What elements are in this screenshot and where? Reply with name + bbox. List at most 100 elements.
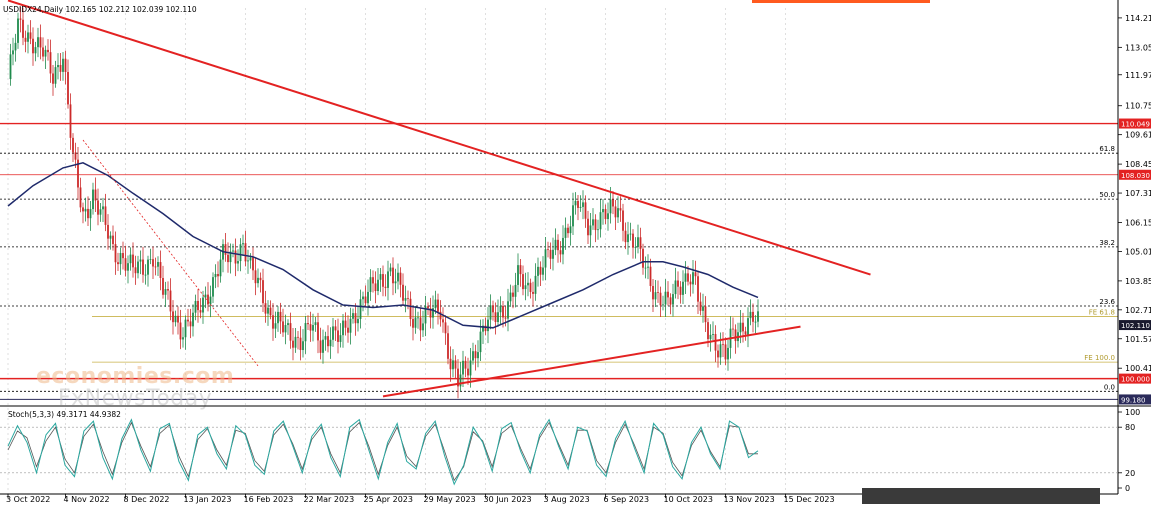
- candle-body: [382, 274, 384, 287]
- candle-body: [107, 224, 109, 239]
- candle-body: [489, 305, 492, 320]
- trendlines: [7, 0, 871, 398]
- candle-body: [334, 326, 337, 331]
- price-tick-label: 111.970: [1125, 71, 1151, 80]
- candle-body: [142, 259, 144, 275]
- candle-body: [114, 244, 117, 263]
- candle-body: [49, 52, 52, 74]
- candle-body: [14, 42, 17, 51]
- candle-body: [629, 233, 632, 235]
- candle-body: [644, 267, 647, 269]
- level-price-label: 108.030: [1121, 172, 1150, 180]
- candle-body: [559, 250, 562, 255]
- candle-body: [192, 312, 194, 327]
- candle-body: [627, 234, 629, 243]
- candle-body: [422, 323, 424, 331]
- price-axis: 114.210 113.050 111.970 110.750 109.610 108.4…: [1118, 14, 1151, 373]
- candle-body: [104, 206, 107, 225]
- candle-body: [592, 219, 594, 226]
- candle-body: [22, 19, 24, 38]
- candle-body: [404, 298, 407, 301]
- fib-level-label: 38.2: [1099, 239, 1115, 247]
- candle-body: [84, 208, 87, 212]
- candle-body: [449, 358, 452, 370]
- candle-body: [447, 333, 449, 359]
- stoch-tick-label: 80: [1125, 423, 1135, 432]
- candle-body: [459, 374, 462, 387]
- candle-body: [414, 317, 417, 328]
- candle-body: [54, 67, 57, 84]
- candle-body: [317, 322, 319, 341]
- level-price-label: 99.180: [1121, 396, 1146, 404]
- candle-body: [397, 272, 399, 282]
- time-tick-label: 13 Jan 2023: [184, 495, 232, 504]
- candle-body: [229, 251, 232, 263]
- candle-body: [212, 277, 214, 297]
- candle-body: [717, 350, 719, 358]
- candle-body: [599, 212, 602, 230]
- price-tick-label: 105.010: [1125, 247, 1151, 256]
- fib-level-label: 61.8: [1099, 145, 1115, 153]
- time-tick-label: 25 Apr 2023: [364, 495, 413, 504]
- candle-body: [24, 37, 27, 42]
- candle-body: [64, 58, 67, 73]
- candle-body: [314, 322, 317, 326]
- candle-body: [29, 32, 32, 39]
- candle-body: [214, 274, 217, 278]
- candle-body: [297, 336, 299, 338]
- candle-body: [117, 262, 119, 265]
- candle-body: [617, 208, 619, 218]
- stochastic-title: Stoch(5,3,3) 49.3171 44.9382: [8, 410, 121, 419]
- candle-body: [312, 325, 314, 331]
- candle-body: [589, 225, 592, 236]
- candle-body: [57, 65, 59, 68]
- candle-body: [157, 262, 159, 267]
- price-tick-label: 108.450: [1125, 160, 1151, 169]
- candle-body: [442, 319, 444, 323]
- candle-body: [232, 250, 234, 252]
- candle-body: [724, 344, 727, 360]
- horizontal-levels: 61.8 50.0 38.2 23.6 0.0 FE 61.8 FE 100.0 110.04…: [0, 118, 1151, 405]
- candle-body: [704, 306, 707, 323]
- price-tick-label: 103.850: [1125, 277, 1151, 286]
- candle-body: [237, 261, 239, 264]
- candle-body: [34, 47, 37, 54]
- trendline: [7, 0, 871, 276]
- candle-body: [324, 336, 327, 340]
- candle-body: [659, 292, 662, 306]
- candle-body: [527, 282, 529, 286]
- candle-body: [87, 208, 89, 219]
- candle-body: [392, 267, 394, 284]
- current-price-label: 102.110: [1119, 320, 1151, 331]
- candle-body: [427, 306, 429, 309]
- candle-body: [732, 328, 734, 330]
- candle-body: [419, 317, 422, 331]
- moving-average-series: [7, 162, 759, 329]
- candle-body: [109, 235, 112, 239]
- time-tick-label: 10 Oct 2023: [664, 495, 713, 504]
- candle-body: [259, 277, 262, 281]
- candle-body: [362, 296, 364, 300]
- candle-body: [477, 352, 479, 359]
- time-tick-label: 3 Aug 2023: [544, 495, 590, 504]
- candle-body: [172, 311, 174, 323]
- candle-body: [72, 137, 74, 153]
- candle-body: [342, 320, 344, 336]
- candle-body: [714, 334, 717, 351]
- candle-body: [624, 230, 627, 243]
- candle-body: [19, 18, 22, 20]
- candle-body: [657, 292, 659, 293]
- candle-body: [537, 266, 539, 276]
- stoch-main-line: [7, 418, 759, 486]
- candle-body: [352, 313, 354, 319]
- candle-body: [309, 324, 312, 331]
- candle-body: [552, 249, 554, 259]
- candle-body: [402, 284, 404, 301]
- candle-body: [264, 303, 267, 314]
- candle-body: [274, 323, 277, 329]
- candle-body: [257, 277, 259, 284]
- candle-body: [227, 254, 229, 263]
- candle-body: [707, 322, 709, 340]
- candle-body: [102, 206, 104, 210]
